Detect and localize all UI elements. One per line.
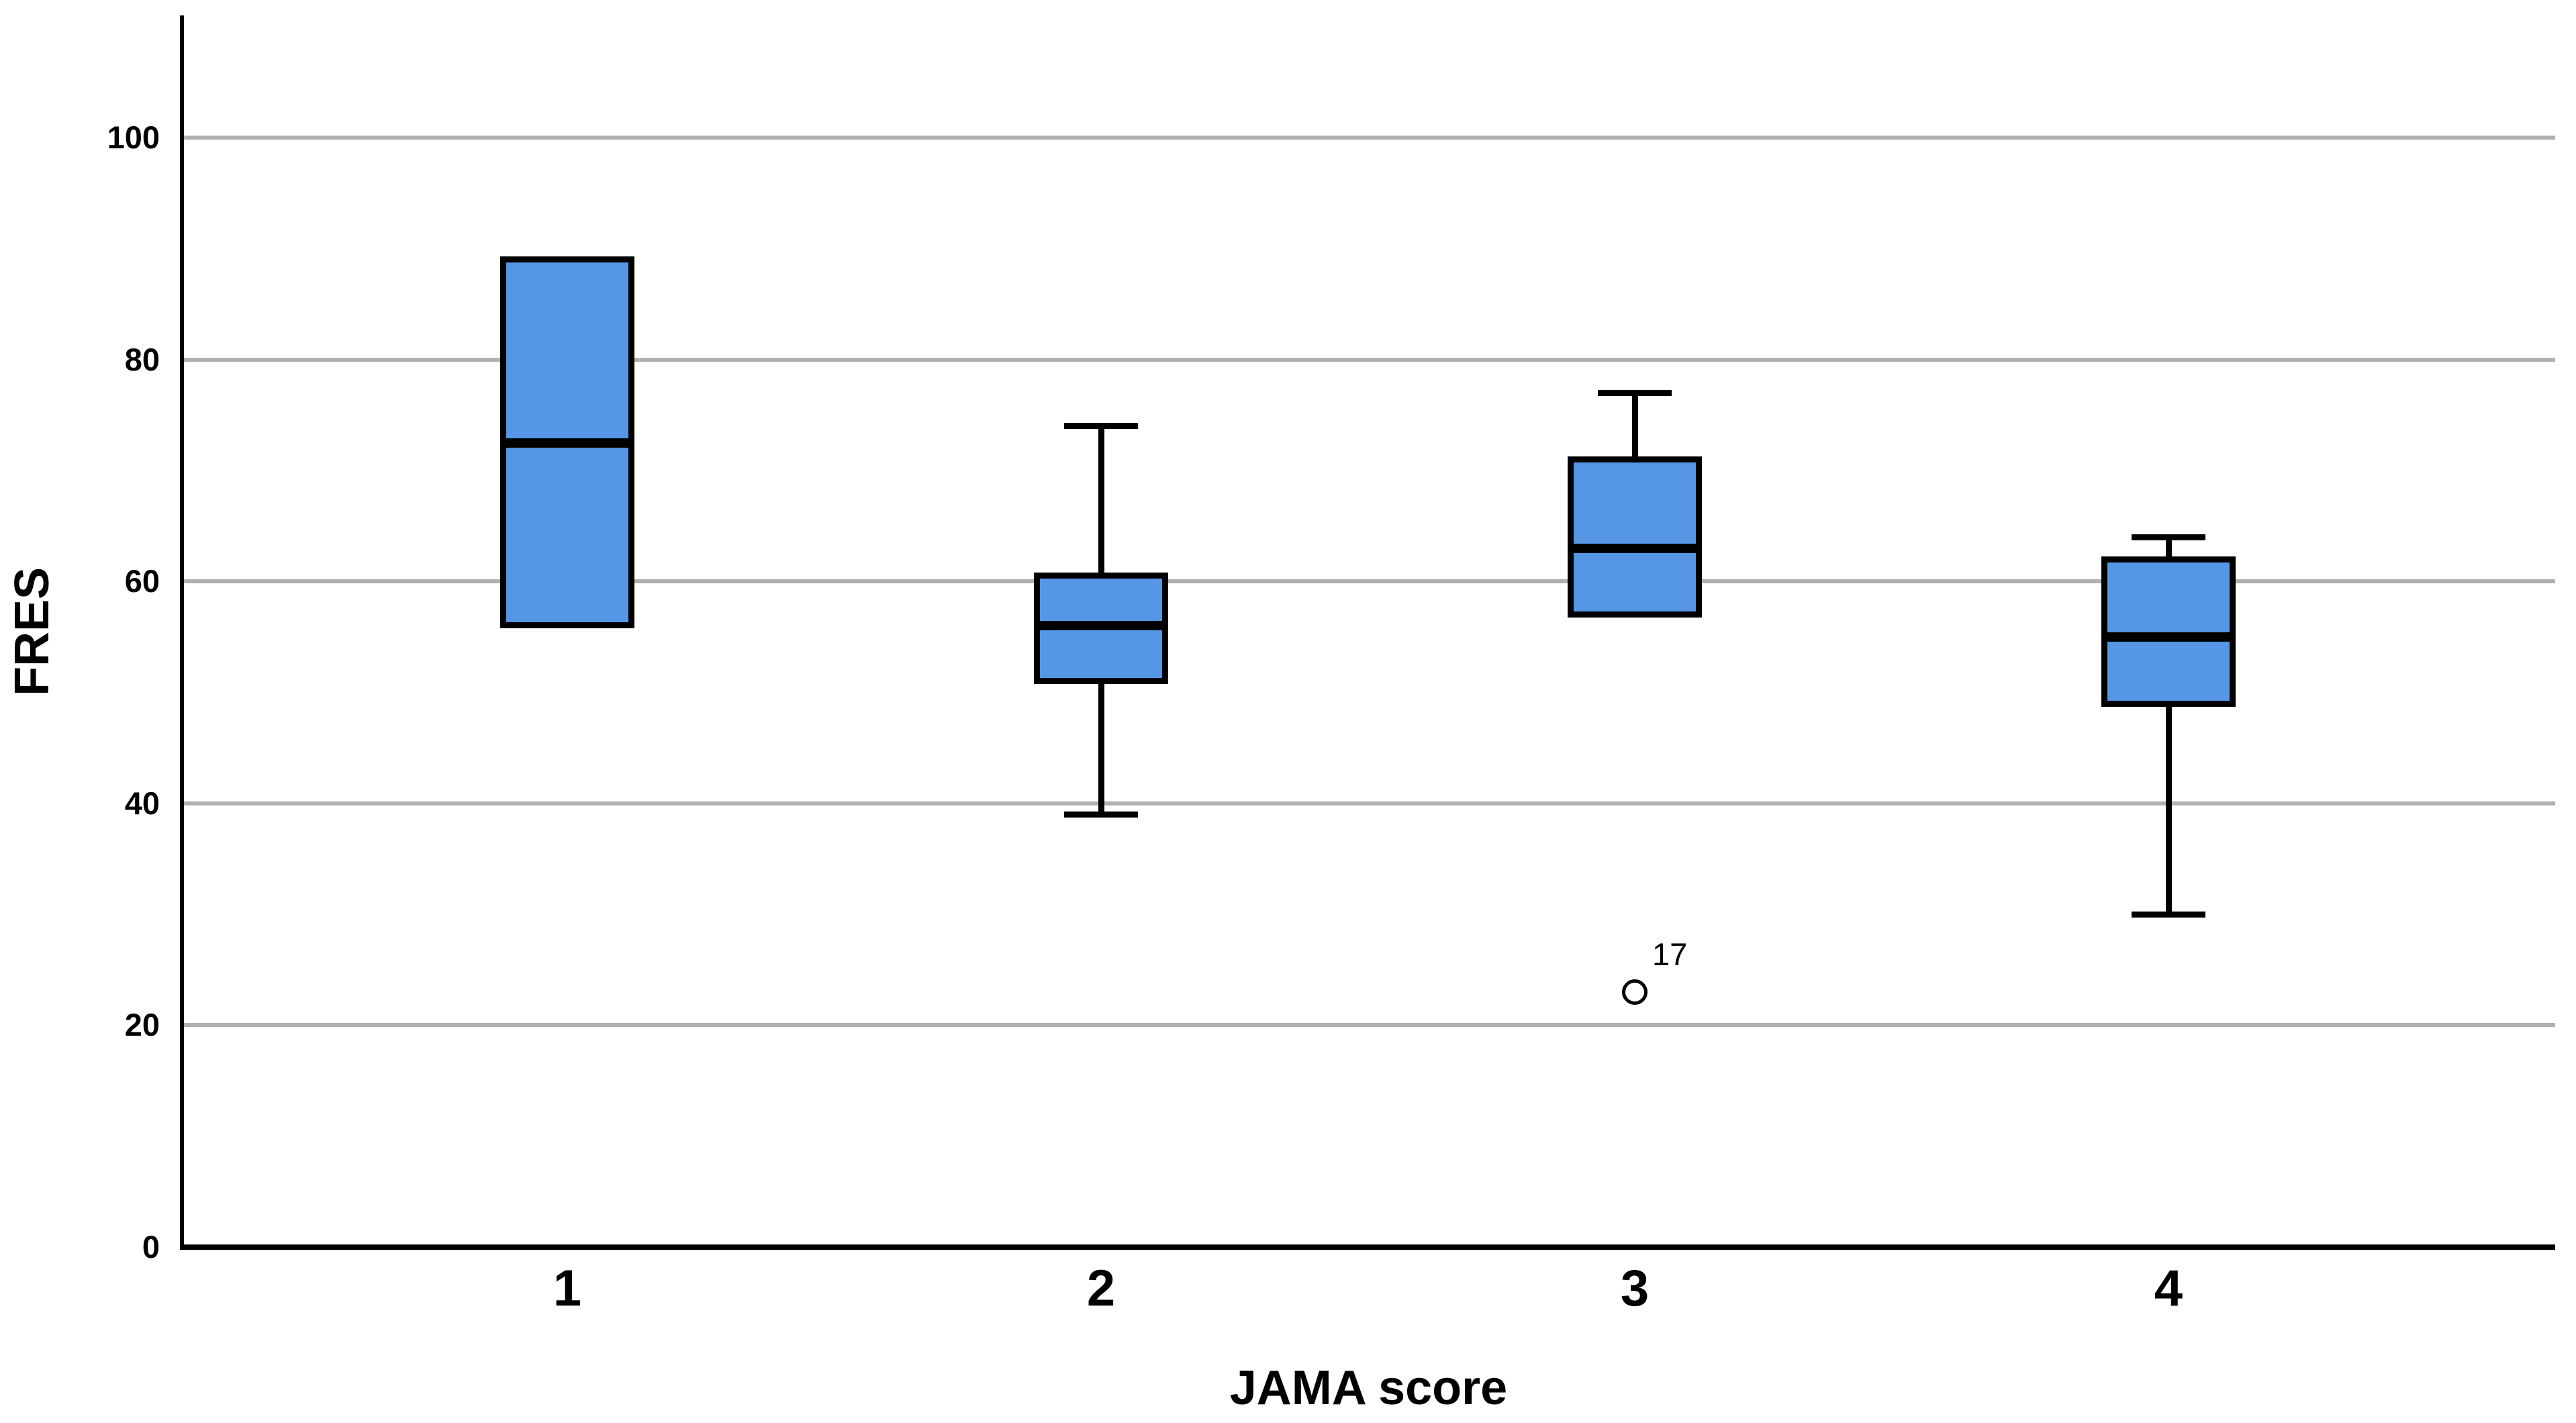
y-tick-label: 100 xyxy=(107,119,160,155)
gridline xyxy=(184,358,2555,362)
median-line xyxy=(1034,621,1168,630)
x-category-label: 1 xyxy=(553,1260,582,1317)
upper-whisker-cap xyxy=(1064,423,1138,429)
lower-whisker-line xyxy=(1098,681,1104,814)
y-tick-label: 40 xyxy=(124,785,160,821)
outlier-point xyxy=(1622,979,1648,1005)
x-axis-line xyxy=(180,1244,2555,1250)
y-tick-label: 0 xyxy=(142,1229,160,1265)
box xyxy=(1568,456,1702,618)
y-tick-label: 60 xyxy=(124,563,160,599)
upper-whisker-cap xyxy=(1598,390,1672,396)
median-line xyxy=(500,438,634,448)
upper-whisker-line xyxy=(2166,537,2172,559)
median-line xyxy=(2101,632,2236,642)
y-tick-label: 80 xyxy=(124,342,160,377)
gridline xyxy=(184,1023,2555,1027)
x-category-label: 2 xyxy=(1086,1260,1116,1317)
x-category-label: 4 xyxy=(2154,1260,2183,1317)
upper-whisker-line xyxy=(1632,393,1638,459)
outlier-label: 17 xyxy=(1652,936,1688,972)
y-tick-label: 20 xyxy=(124,1007,160,1042)
gridline xyxy=(184,579,2555,583)
upper-whisker-cap xyxy=(2132,534,2205,540)
x-axis-title: JAMA score xyxy=(1229,1361,1508,1415)
x-category-label: 3 xyxy=(1620,1260,1650,1317)
lower-whisker-cap xyxy=(1064,812,1138,818)
gridline xyxy=(184,801,2555,805)
median-line xyxy=(1568,544,1702,553)
lower-whisker-cap xyxy=(2132,912,2205,918)
gridline xyxy=(184,136,2555,140)
box xyxy=(2101,556,2236,707)
lower-whisker-line xyxy=(2166,703,2172,914)
upper-whisker-line xyxy=(1098,426,1104,576)
y-axis-line xyxy=(180,15,184,1250)
